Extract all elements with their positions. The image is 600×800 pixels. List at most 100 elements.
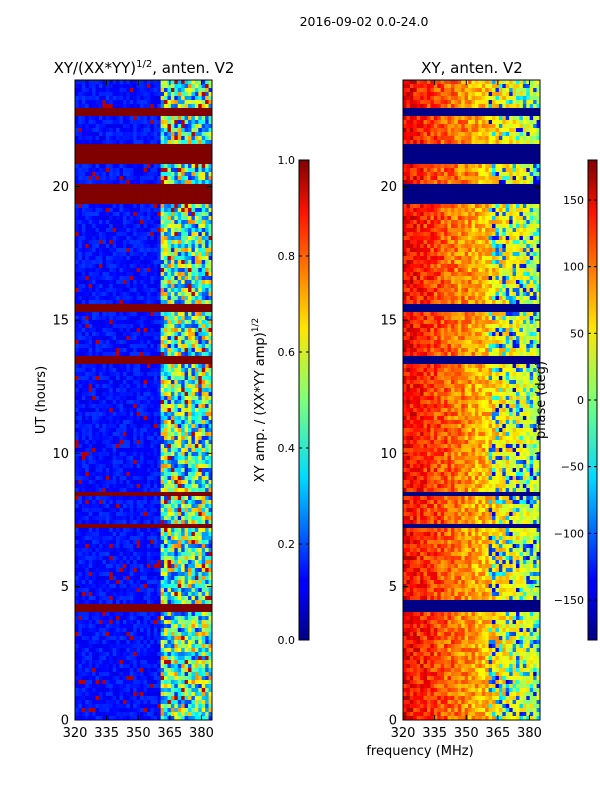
heatmap-cell — [78, 200, 83, 205]
heatmap-cell — [157, 188, 162, 193]
heatmap-cell — [95, 336, 100, 341]
heatmap-cell — [174, 436, 179, 441]
heatmap-cell — [81, 448, 86, 453]
heatmap-cell — [136, 336, 141, 341]
heatmap-cell — [191, 512, 196, 517]
heatmap-cell — [136, 280, 141, 285]
heatmap-cell — [205, 104, 209, 109]
heatmap-cell — [184, 144, 189, 149]
heatmap-cell — [116, 468, 120, 473]
heatmap-cell — [143, 84, 148, 89]
heatmap-cell — [105, 508, 110, 513]
heatmap-cell — [181, 200, 185, 205]
heatmap-cell — [191, 96, 196, 101]
heatmap-cell — [112, 472, 117, 477]
heatmap-cell — [143, 228, 148, 233]
heatmap-cell — [133, 536, 138, 541]
heatmap-cell — [85, 180, 90, 185]
heatmap-cell — [112, 256, 117, 261]
heatmap-cell — [194, 220, 199, 225]
heatmap-cell — [153, 424, 158, 429]
heatmap-cell — [133, 300, 138, 305]
heatmap-cell — [102, 300, 107, 305]
heatmap-cell — [157, 156, 162, 161]
heatmap-cell — [78, 424, 83, 429]
heatmap-cell — [194, 440, 199, 445]
heatmap-cell — [188, 184, 192, 189]
heatmap-cell — [78, 552, 83, 557]
heatmap-cell — [122, 412, 127, 417]
heatmap-cell — [170, 232, 175, 237]
heatmap-cell — [116, 568, 120, 573]
heatmap-cell — [198, 296, 203, 301]
heatmap-cell — [78, 524, 83, 529]
heatmap-cell — [140, 432, 144, 437]
heatmap-cell — [92, 456, 96, 461]
heatmap-cell — [140, 248, 144, 253]
heatmap-cell — [119, 548, 124, 553]
heatmap-cell — [78, 248, 83, 253]
heatmap-cell — [78, 204, 83, 209]
heatmap-cell — [188, 524, 192, 529]
heatmap-cell — [150, 300, 155, 305]
heatmap-cell — [109, 152, 114, 157]
heatmap-cell — [170, 192, 175, 197]
heatmap-cell — [198, 88, 203, 93]
heatmap-cell — [188, 80, 192, 85]
heatmap-cell — [129, 212, 134, 217]
heatmap-cell — [133, 512, 138, 517]
heatmap-cell — [116, 308, 120, 313]
heatmap-cell — [85, 240, 90, 245]
heatmap-cell — [140, 180, 144, 185]
heatmap-cell — [133, 532, 138, 537]
heatmap-cell — [208, 436, 213, 441]
heatmap-cell — [92, 544, 96, 549]
heatmap-cell — [194, 304, 199, 309]
heatmap-cell — [126, 348, 131, 353]
heatmap-cell — [167, 384, 172, 389]
heatmap-cell — [153, 388, 158, 393]
heatmap-cell — [109, 372, 114, 377]
heatmap-cell — [170, 524, 175, 529]
heatmap-cell — [177, 212, 182, 217]
heatmap-cell — [112, 284, 117, 289]
heatmap-cell — [208, 388, 213, 393]
heatmap-cell — [198, 264, 203, 269]
heatmap-cell — [119, 260, 124, 265]
heatmap-cell — [78, 152, 83, 157]
heatmap-cell — [98, 356, 103, 361]
heatmap-cell — [88, 108, 93, 113]
heatmap-cell — [112, 516, 117, 521]
heatmap-cell — [78, 304, 83, 309]
heatmap-cell — [160, 428, 165, 433]
heatmap-cell — [188, 256, 192, 261]
heatmap-cell — [136, 492, 141, 497]
heatmap-cell — [126, 512, 131, 517]
heatmap-cell — [194, 492, 199, 497]
heatmap-cell — [174, 108, 179, 113]
heatmap-cell — [188, 216, 192, 221]
heatmap-cell — [188, 552, 192, 557]
heatmap-cell — [85, 524, 90, 529]
heatmap-cell — [160, 252, 165, 257]
heatmap-cell — [160, 160, 165, 165]
heatmap-cell — [78, 452, 83, 457]
heatmap-cell — [174, 532, 179, 537]
heatmap-cell — [194, 232, 199, 237]
heatmap-cell — [143, 136, 148, 141]
heatmap-cell — [167, 564, 172, 569]
heatmap-cell — [181, 124, 185, 129]
heatmap-cell — [95, 468, 100, 473]
heatmap-cell — [198, 144, 203, 149]
heatmap-cell — [201, 200, 206, 205]
heatmap-cell — [98, 532, 103, 537]
heatmap-cell — [116, 452, 120, 457]
heatmap-cell — [153, 144, 158, 149]
heatmap-cell — [95, 376, 100, 381]
heatmap-cell — [102, 292, 107, 297]
heatmap-cell — [119, 568, 124, 573]
heatmap-cell — [109, 496, 114, 501]
heatmap-cell — [122, 336, 127, 341]
heatmap-cell — [177, 400, 182, 405]
heatmap-cell — [174, 364, 179, 369]
